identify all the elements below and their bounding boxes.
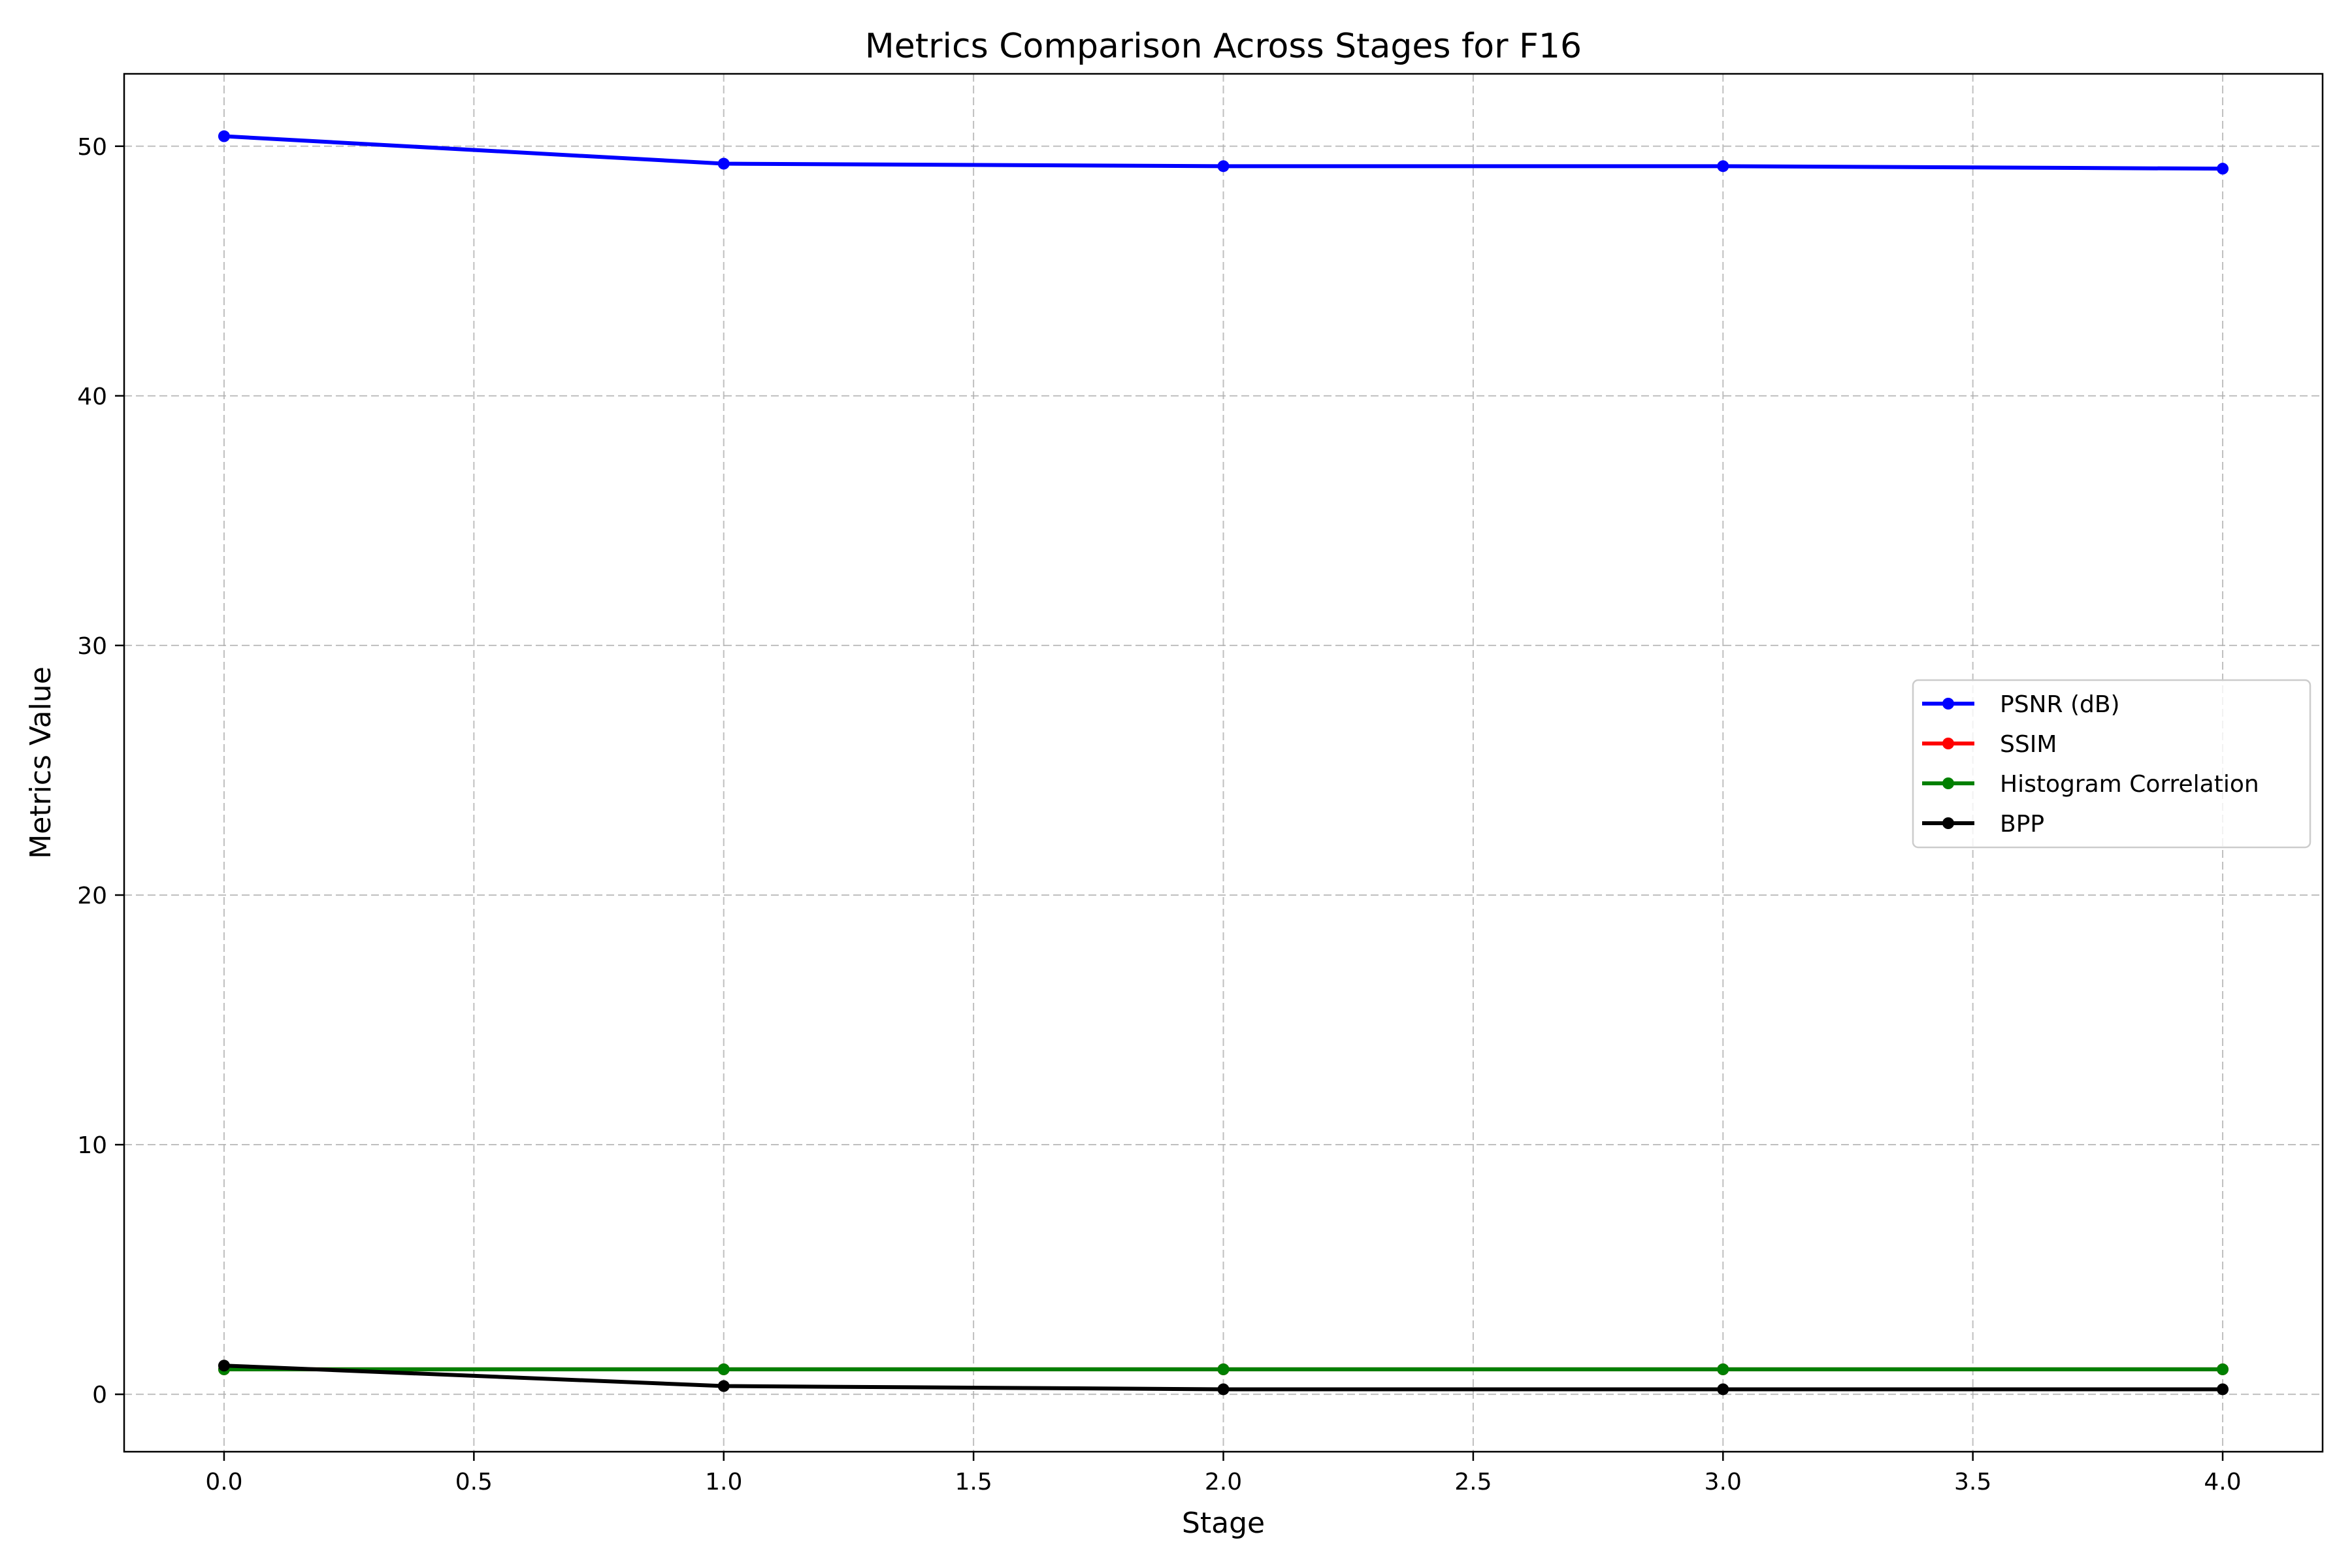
legend-label-histogram-correlation: Histogram Correlation — [2000, 771, 2259, 798]
y-tick-label: 50 — [77, 134, 107, 161]
data-point-bpp — [2217, 1383, 2229, 1396]
legend: PSNR (dB) SSIM Histogram Correlation BPP — [1912, 679, 2311, 849]
data-point-bpp — [218, 1360, 230, 1372]
data-point-histogram-correlation — [2217, 1363, 2229, 1375]
legend-label-ssim: SSIM — [2000, 731, 2057, 758]
data-point-histogram-correlation — [1717, 1363, 1729, 1375]
ticks: 0.0 0.5 1.0 1.5 2.0 2.5 3.0 3.5 4.0 0 10 20 30 40 50 — [77, 134, 2241, 1495]
data-point-bpp — [717, 1380, 730, 1392]
data-point-bpp — [1717, 1383, 1729, 1396]
legend-marker-psnr-db — [1942, 698, 1954, 710]
legend-label-psnr-db: PSNR (dB) — [2000, 691, 2120, 718]
y-tick-label: 30 — [77, 633, 107, 660]
legend-marker-histogram-correlation — [1942, 777, 1954, 789]
series-layer — [218, 130, 2229, 1396]
x-tick-label: 4.0 — [2204, 1469, 2241, 1495]
y-tick-label: 40 — [77, 384, 107, 410]
x-tick-label: 0.5 — [455, 1469, 493, 1495]
legend-label-bpp: BPP — [2000, 811, 2044, 838]
data-point-psnr-db — [717, 157, 730, 170]
data-point-bpp — [1217, 1383, 1230, 1396]
data-point-psnr-db — [2217, 163, 2229, 175]
legend-box — [1912, 679, 2311, 849]
x-tick-label: 3.5 — [1954, 1469, 1991, 1495]
x-tick-label: 1.5 — [955, 1469, 992, 1495]
y-tick-label: 10 — [77, 1132, 107, 1159]
y-axis-label: Metrics Value — [24, 666, 57, 859]
x-axis-label: Stage — [1182, 1507, 1265, 1540]
x-tick-label: 2.5 — [1454, 1469, 1492, 1495]
x-tick-label: 3.0 — [1705, 1469, 1742, 1495]
x-tick-label: 0.0 — [205, 1469, 242, 1495]
data-point-histogram-correlation — [717, 1363, 730, 1375]
data-point-psnr-db — [218, 130, 230, 142]
legend-marker-bpp — [1942, 817, 1954, 829]
x-tick-label: 2.0 — [1205, 1469, 1242, 1495]
data-point-psnr-db — [1217, 160, 1230, 172]
x-tick-label: 1.0 — [705, 1469, 742, 1495]
data-point-histogram-correlation — [1217, 1363, 1230, 1375]
data-point-psnr-db — [1717, 160, 1729, 172]
legend-marker-ssim — [1942, 738, 1954, 749]
y-tick-label: 0 — [92, 1382, 107, 1409]
y-tick-label: 20 — [77, 883, 107, 909]
chart-title: Metrics Comparison Across Stages for F16 — [865, 27, 1582, 66]
